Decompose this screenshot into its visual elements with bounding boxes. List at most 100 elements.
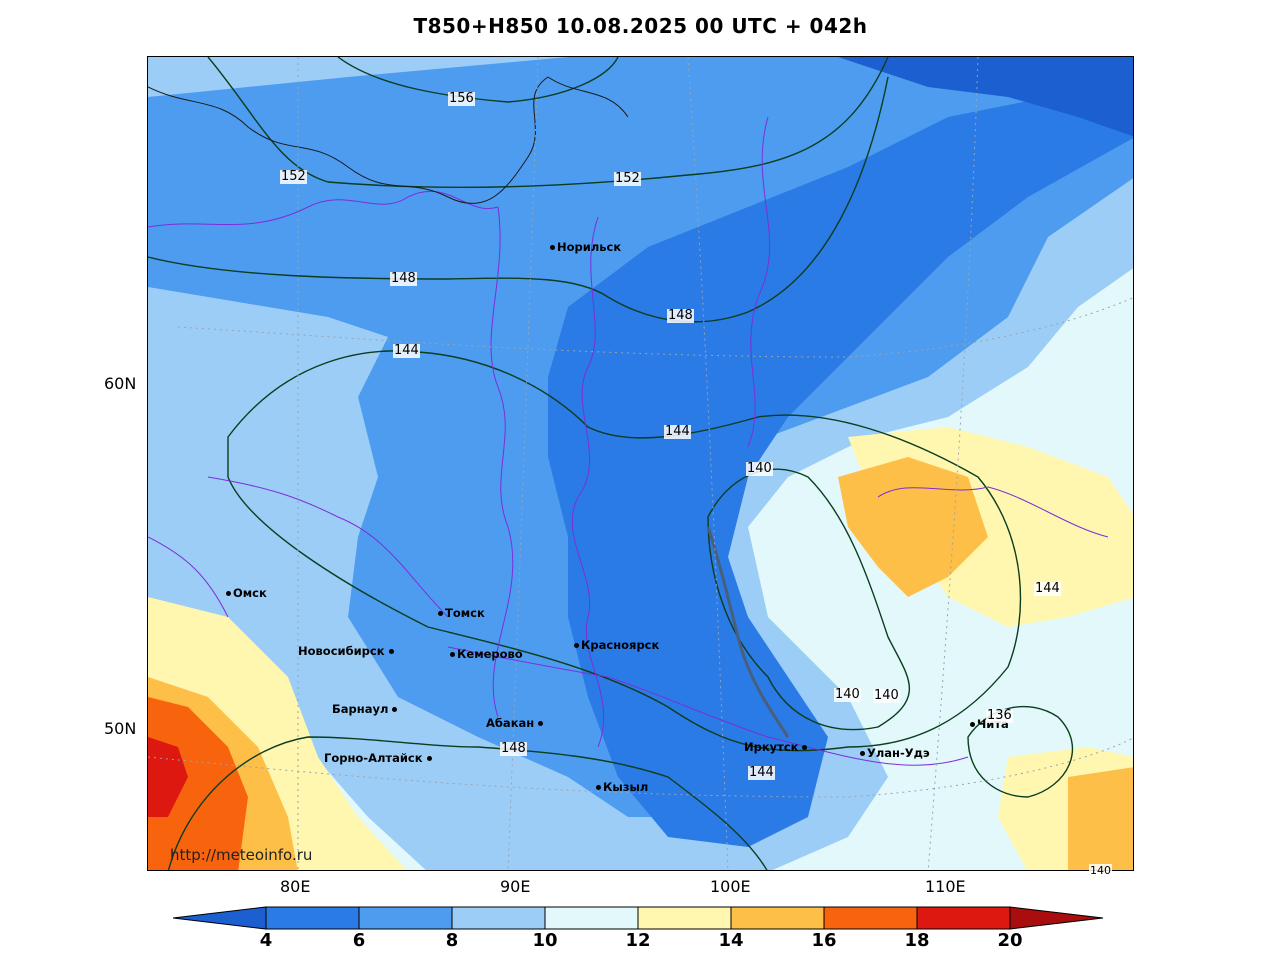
contour-label: 144 [1034,581,1061,596]
city-tomsk: Томск [438,606,485,620]
lon-label-80e: 80E [280,877,311,896]
admin-borders [148,116,1109,766]
city-marker-icon [550,245,555,250]
contour-label: 140 [834,687,861,702]
field-18-20-sw [148,737,188,817]
contour-label: 140 [746,461,773,476]
contour-136 [967,705,1074,798]
contour-label: 140 [873,688,900,703]
city-marker-icon [426,756,432,761]
city-marker-icon [388,649,394,654]
contour-156 [337,57,619,103]
contour-152 [207,57,889,189]
contour-label: 156 [448,91,475,106]
city-novosibirsk: Новосибирск [298,644,396,658]
city-omsk: Омск [226,586,267,600]
city-label: Кызыл [603,780,649,794]
city-label: Улан-Удэ [867,746,930,760]
contour-label: 144 [748,765,775,780]
contour-label: 144 [664,424,691,439]
contour-140 [707,468,910,731]
contour-148 [148,76,889,323]
colorbar-tick-label: 20 [997,930,1023,951]
colorbar-segment [358,906,453,930]
field-14-16-east [838,457,988,597]
map-panel[interactable] [147,56,1134,871]
colorbar-tick-label: 14 [718,930,744,951]
field-4-6 [548,57,1133,847]
city-label: Горно-Алтайск [324,751,423,765]
colorbar [173,906,1104,930]
colorbar-segment [730,906,825,930]
colorbar-segment [265,906,360,930]
colorbar-segment [544,906,639,930]
contour-144 [227,350,1022,752]
temperature-field-map [148,57,1133,870]
city-marker-icon [860,751,865,756]
graticule [148,57,1133,870]
city-gorno-altaysk: Горно-Алтайск [324,751,434,765]
colorbar-tick-label: 10 [532,930,558,951]
city-marker-icon [802,745,808,750]
colorbar-segment [451,906,546,930]
city-krasnoyarsk: Красноярск [574,638,659,652]
city-label: Иркутск [744,740,799,754]
city-kyzyl: Кызыл [596,780,648,794]
city-label: Новосибирск [298,644,385,658]
colorbar-tick-label: 18 [904,930,930,951]
field-14-16-se [1068,767,1133,870]
contour-label: 152 [614,171,641,186]
contour-label: 144 [393,343,420,358]
colorbar-extend-low [173,906,267,930]
map-title: T850+H850 10.08.2025 00 UTC + 042h [413,14,868,38]
city-label: Абакан [486,716,535,730]
field-below-4 [838,57,1133,137]
colorbar-extend-high [1009,906,1104,930]
contour-label: 148 [390,271,417,286]
source-url: http://meteoinfo.ru [170,846,313,864]
city-label: Омск [233,586,267,600]
contour-label: 148 [667,308,694,323]
contour-label: 148 [500,741,527,756]
contour-label: 152 [280,169,307,184]
city-marker-icon [596,785,601,790]
colorbar-segment [823,906,918,930]
city-label: Красноярск [581,638,660,652]
colorbar-tick-label: 16 [811,930,837,951]
city-kemerovo: Кемерово [450,647,523,661]
city-barnaul: Барнаул [332,702,399,716]
city-marker-icon [392,707,398,712]
colorbar-tick-label: 6 [352,930,366,951]
colorbar-tick-label: 4 [259,930,273,951]
lon-label-100e: 100E [710,877,751,896]
contour-label: 136 [986,708,1013,723]
city-label: Норильск [557,240,622,254]
lat-label-50n: 50N [104,719,137,738]
city-marker-icon [226,591,231,596]
lon-label-90e: 90E [500,877,531,896]
contour-148-south [167,736,768,870]
coastlines [148,76,629,204]
colorbar-segment [916,906,1011,930]
city-marker-icon [574,643,579,648]
city-marker-icon [450,652,455,657]
field-16-18-sw [148,697,248,870]
geopotential-contours [148,57,1074,870]
colorbar-segment [637,906,732,930]
lon-label-110e: 110E [925,877,966,896]
city-norilsk: Норильск [550,240,621,254]
city-label: Барнаул [332,702,389,716]
city-abakan: Абакан [486,716,545,730]
city-label: Томск [445,606,485,620]
lake-baikal [706,526,790,738]
city-marker-icon [538,721,544,726]
city-irkutsk: Иркутск [744,740,809,754]
lat-label-60n: 60N [104,374,137,393]
contour-label: 140 [1089,864,1112,878]
city-marker-icon [970,722,975,727]
colorbar-tick-label: 8 [445,930,459,951]
city-ulan-ude: Улан-Удэ [860,746,930,760]
city-label: Кемерово [457,647,523,661]
colorbar-tick-label: 12 [625,930,651,951]
city-marker-icon [438,611,443,616]
